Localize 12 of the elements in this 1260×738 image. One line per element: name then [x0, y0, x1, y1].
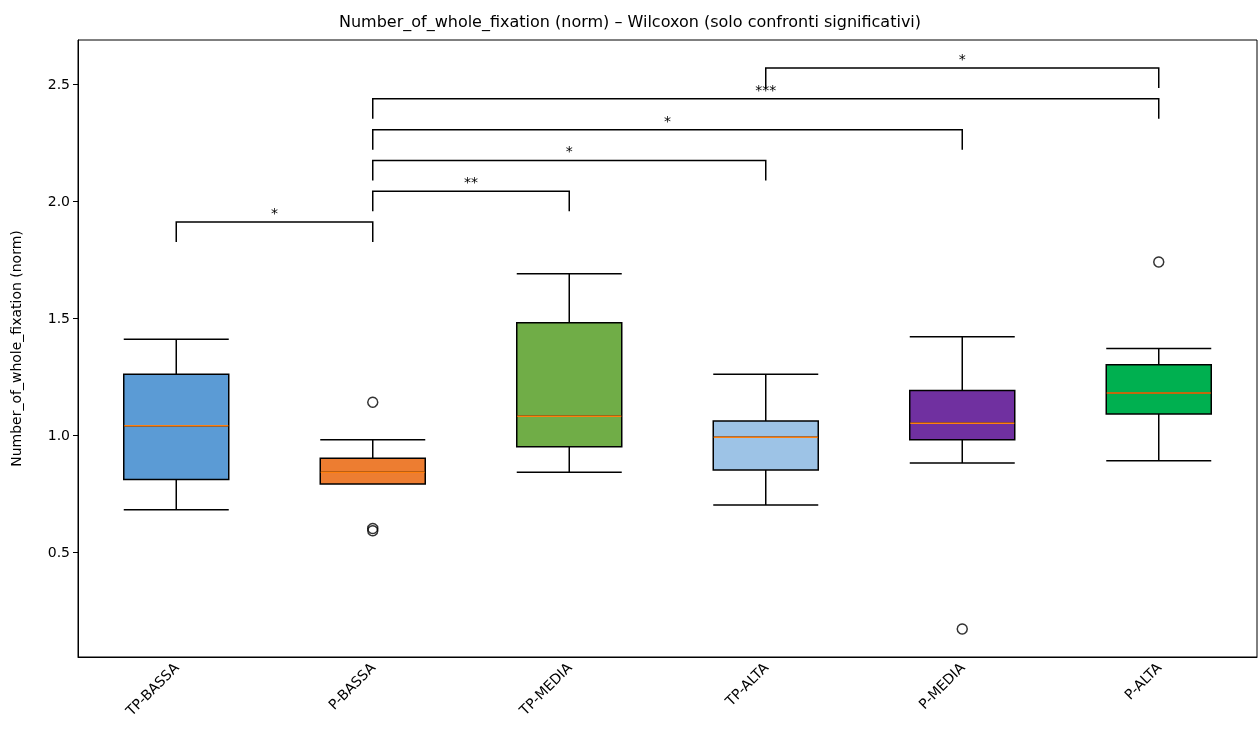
- annotation: *: [958, 51, 966, 68]
- annotation: *: [664, 112, 671, 129]
- y-tick-label: 2.0: [47, 193, 70, 210]
- y-tick-label: 1.5: [47, 310, 70, 327]
- chart-title: Number_of_whole_fixation (norm) – Wilcoxon (solo confronti significativi): [338, 11, 922, 32]
- annotation: *: [565, 143, 573, 160]
- annotation: *: [271, 205, 278, 222]
- y-axis-title: Number_of_whole_fixation (norm): [8, 230, 24, 467]
- y-tick-label: 0.5: [47, 543, 70, 560]
- y-tick-label: 1.0: [47, 426, 70, 443]
- y-tick-label: 2.5: [47, 76, 70, 93]
- annotation: **: [464, 174, 478, 191]
